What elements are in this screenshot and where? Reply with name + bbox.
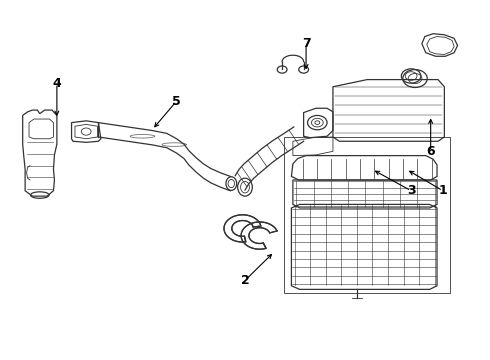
Text: 2: 2 [241, 274, 249, 287]
Text: 5: 5 [172, 95, 181, 108]
Text: 6: 6 [426, 145, 435, 158]
Text: 4: 4 [52, 77, 61, 90]
Text: 3: 3 [407, 184, 416, 197]
Text: 1: 1 [439, 184, 447, 197]
Text: 7: 7 [302, 37, 311, 50]
